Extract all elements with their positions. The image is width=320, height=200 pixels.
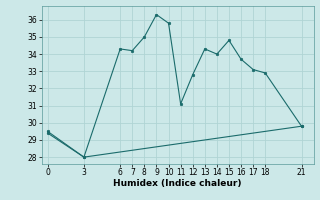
X-axis label: Humidex (Indice chaleur): Humidex (Indice chaleur) <box>113 179 242 188</box>
